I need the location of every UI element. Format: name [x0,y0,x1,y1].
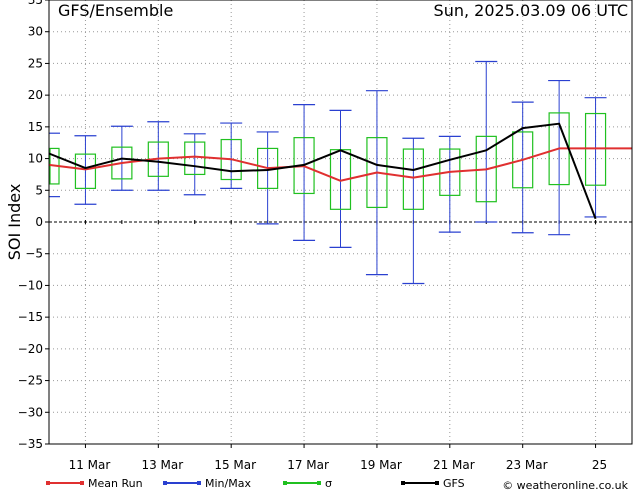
legend-marker-right-mean [80,481,84,485]
y-tick-label: 25 [28,56,43,70]
x-tick-label: 19 Mar [360,458,402,472]
x-tick-label: 25 [592,458,607,472]
x-tick-label: 17 Mar [287,458,329,472]
run-date-label: Sun, 2025.03.09 06 UTC [434,1,628,20]
legend: Mean Run Min/Max σ GFS [46,477,465,490]
sigma-box [475,135,497,203]
min-max-whiskers [48,60,607,285]
legend-label-sigma: σ [325,477,332,490]
copyright-notice: © weatheronline.co.uk [502,479,628,490]
y-tick-label: 20 [28,88,43,102]
y-tick-label: −5 [25,247,43,261]
gfs-series-line [48,122,597,220]
legend-label-minmax: Min/Max [205,477,251,490]
y-tick-label: 15 [28,120,43,134]
legend-marker-left-gfs [401,481,405,485]
x-tick-label: 11 Mar [69,458,111,472]
y-axis-label: SOI Index [5,184,24,261]
x-tick-label: 21 Mar [433,458,475,472]
y-tick-label: 5 [35,183,43,197]
y-tick-label: −35 [18,437,43,451]
y-tick-label: −15 [18,310,43,324]
y-tick-label: −30 [18,405,43,419]
x-axis-ticks: 11 Mar 13 Mar 15 Mar 17 Mar 19 Mar 21 Mar 23 M… [69,444,607,472]
sigma-box [402,148,424,210]
sigma-box [366,137,388,209]
x-tick-label: 23 Mar [506,458,548,472]
legend-marker-left-minmax [163,481,167,485]
chart-title: GFS/Ensemble [58,1,173,20]
legend-marker-left-mean [46,481,50,485]
sigma-box [111,146,133,180]
sigma-box [512,131,534,189]
legend-marker-right-minmax [197,481,201,485]
legend-marker-right-sigma [317,481,321,485]
legend-label-gfs: GFS [443,477,465,490]
x-tick-label: 13 Mar [141,458,183,472]
legend-marker-right-gfs [435,481,439,485]
sigma-box [220,138,242,181]
y-tick-label: −25 [18,374,43,388]
legend-marker-left-sigma [283,481,287,485]
y-tick-label: 0 [35,215,43,229]
y-tick-label: −10 [18,278,43,292]
x-tick-label: 15 Mar [214,458,256,472]
y-tick-label: −20 [18,342,43,356]
legend-label-mean: Mean Run [88,477,143,490]
y-tick-label: 35 [28,0,43,7]
y-axis-ticks: −35 −30 −25 −20 −15 −10 −5 0 5 10 15 20 25 30 35 [18,0,49,451]
y-tick-label: 30 [28,25,43,39]
sigma-box [74,153,97,189]
y-tick-label: 10 [28,152,43,166]
sigma-box [439,148,461,196]
gfs-line [48,122,597,220]
